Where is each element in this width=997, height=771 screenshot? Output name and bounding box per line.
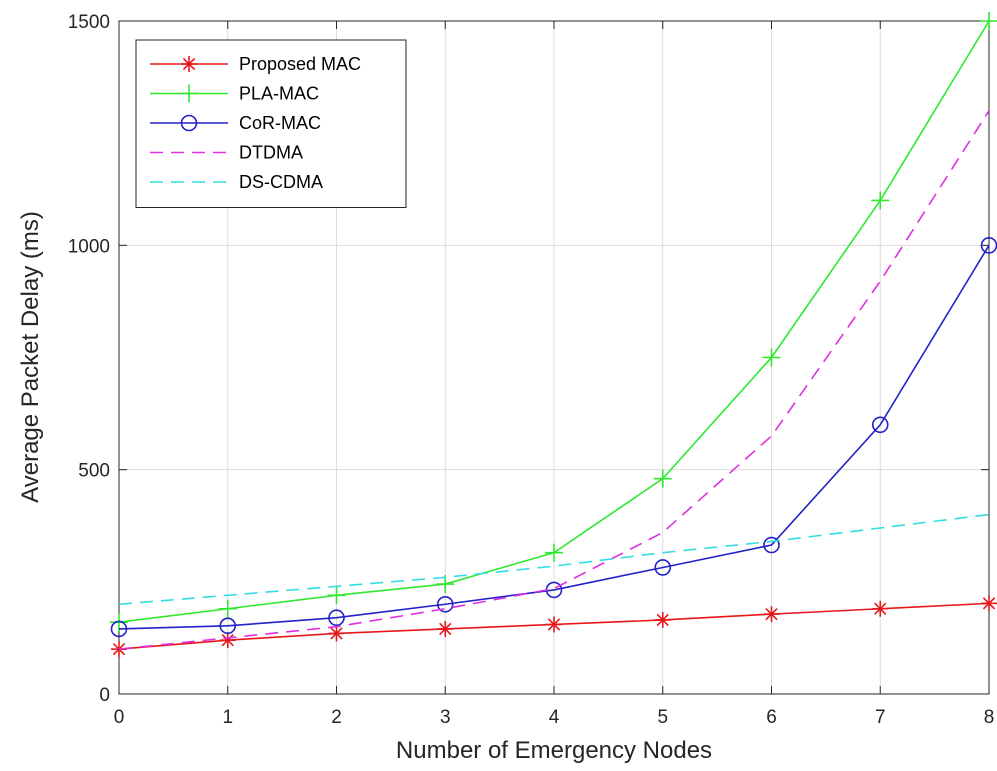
data-point <box>546 616 562 633</box>
legend-label: CoR-MAC <box>239 113 321 133</box>
data-point <box>871 416 889 434</box>
legend-entry: Proposed MAC <box>150 54 361 74</box>
data-point <box>653 469 672 488</box>
legend-marker <box>180 114 198 132</box>
data-point <box>219 632 236 649</box>
data-point <box>218 599 237 618</box>
data-point <box>763 536 780 554</box>
x-tick-label: 6 <box>766 707 777 728</box>
series-2 <box>110 237 997 638</box>
series-group <box>110 12 997 658</box>
data-point <box>871 191 890 210</box>
data-point <box>437 620 454 637</box>
legend-label: Proposed MAC <box>239 54 361 74</box>
data-point <box>981 595 997 612</box>
legend-label: DS-CDMA <box>239 172 323 192</box>
x-tick-label: 8 <box>984 707 995 728</box>
series-0 <box>111 595 997 658</box>
series-line <box>118 244 990 630</box>
legend-entry: DTDMA <box>150 143 303 163</box>
y-tick-label: 0 <box>99 685 110 706</box>
legend-marker <box>180 84 198 103</box>
legend-marker <box>181 56 197 72</box>
data-point <box>872 600 889 617</box>
x-tick-label: 1 <box>222 707 233 728</box>
y-axis-title: Average Packet Delay (ms) <box>17 211 44 503</box>
data-point <box>328 609 345 627</box>
data-point <box>980 12 997 30</box>
data-point <box>762 348 781 367</box>
y-tick-label: 1500 <box>68 12 110 33</box>
data-point <box>219 617 237 635</box>
y-tick-label: 500 <box>78 461 110 482</box>
legend-label: DTDMA <box>239 143 303 163</box>
data-point <box>654 611 671 628</box>
x-tick-label: 0 <box>114 707 125 728</box>
data-point <box>328 625 345 642</box>
legend-entry: PLA-MAC <box>150 84 319 104</box>
data-point <box>110 620 128 638</box>
x-tick-label: 3 <box>440 707 451 728</box>
x-tick-label: 7 <box>875 707 886 728</box>
legend-entry: CoR-MAC <box>150 113 321 133</box>
data-point <box>763 606 780 623</box>
legend-entry: DS-CDMA <box>150 172 323 192</box>
data-point <box>654 559 672 576</box>
legend: Proposed MAC PLA-MAC CoR-MAC DTDMA DS-CDMA <box>135 39 407 208</box>
tick-labels: 0 1 2 3 4 5 6 7 8 0 500 1000 1500 <box>68 12 995 728</box>
x-tick-label: 4 <box>549 707 560 728</box>
x-tick-label: 2 <box>331 707 342 728</box>
legend-label: PLA-MAC <box>239 84 319 104</box>
data-point <box>545 543 563 562</box>
y-tick-label: 1000 <box>68 236 110 257</box>
x-tick-label: 5 <box>657 707 668 728</box>
data-point <box>327 586 346 605</box>
x-axis-title: Number of Emergency Nodes <box>396 737 712 764</box>
data-point <box>436 595 454 613</box>
